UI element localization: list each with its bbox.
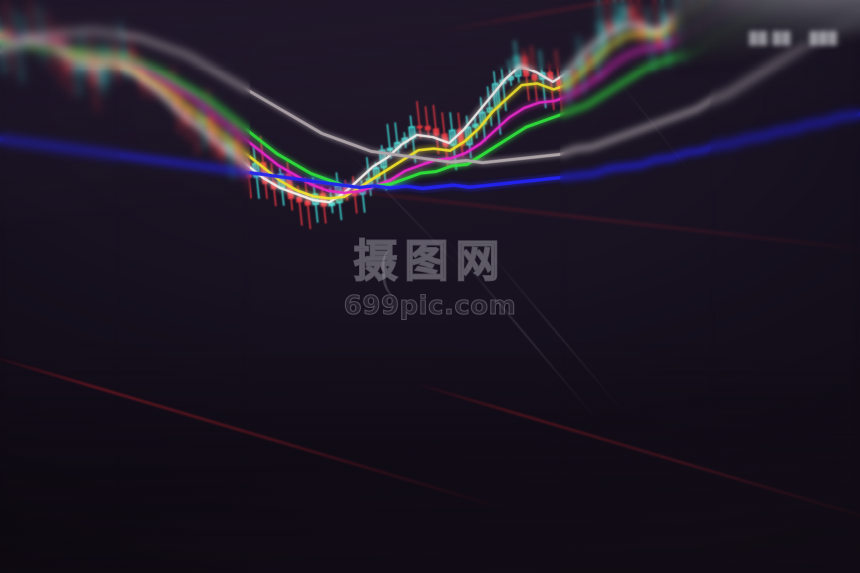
price-label: ███ (805, 30, 842, 46)
price-axis-labels: ██.██ ███ (745, 30, 842, 46)
price-label: ██.██ (745, 30, 796, 46)
